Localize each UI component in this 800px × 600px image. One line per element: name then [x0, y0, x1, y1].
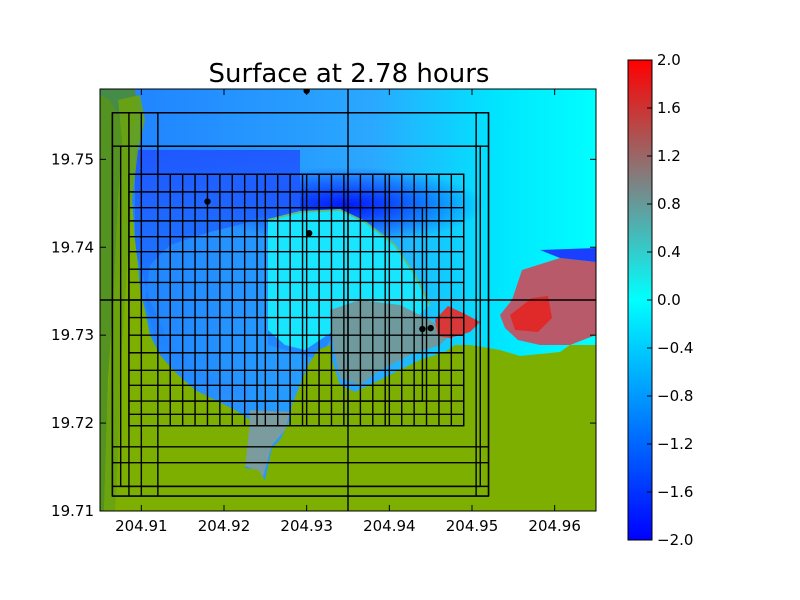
positive-surge-inlet — [435, 306, 480, 338]
x-tick-label: 204.95 — [446, 517, 499, 535]
chart-title: Surface at 2.78 hours — [209, 59, 490, 89]
colorbar-tick-label: −0.8 — [657, 387, 693, 405]
y-tick-label: 19.73 — [51, 326, 94, 344]
colorbar-tick-label: 0.0 — [657, 291, 681, 309]
patch-boundary — [119, 145, 481, 488]
x-tick-label: 204.93 — [280, 517, 333, 535]
patch-boundary — [111, 112, 490, 497]
gauge-point — [419, 325, 426, 333]
y-tick-label: 19.71 — [51, 502, 94, 520]
colorbar-ticks: 2.0 1.6 1.2 0.8 0.4 0.0 −0.4 −0.8 −1.2 −1.6 −2.0 — [647, 51, 693, 549]
patch-boundary — [169, 206, 424, 402]
y-tick-label: 19.74 — [51, 238, 94, 256]
land-south — [100, 95, 596, 511]
colorbar-tick-label: −1.6 — [657, 483, 693, 501]
colorbar-tick-label: 1.6 — [657, 99, 681, 117]
positive-surge-peak — [510, 296, 552, 332]
colorbar-tick-label: 2.0 — [657, 51, 681, 69]
y-tick-label: 19.75 — [51, 150, 94, 168]
colorbar-tick-label: −2.0 — [657, 531, 693, 549]
x-tick-label: 204.96 — [528, 517, 581, 535]
x-tick-label: 204.94 — [363, 517, 416, 535]
colorbar-tick-label: −1.2 — [657, 435, 693, 453]
colorbar: 2.0 1.6 1.2 0.8 0.4 0.0 −0.4 −0.8 −1.2 −1.6 −2.0 — [627, 51, 693, 549]
gauge-point — [305, 229, 313, 237]
gauge-point — [204, 198, 211, 205]
plot-frame — [99, 88, 597, 512]
y-tick-label: 19.72 — [51, 414, 94, 432]
island-shore — [267, 208, 431, 306]
x-axis: 204.91 204.92 204.93 204.94 204.95 204.96 — [115, 89, 581, 535]
y-axis: 19.71 19.72 19.73 19.74 19.75 — [51, 150, 596, 520]
colorbar-tick-label: 1.2 — [657, 147, 681, 165]
land-west-mid — [104, 95, 145, 511]
x-tick-label: 204.92 — [198, 517, 251, 535]
coast-right-blue — [540, 248, 596, 262]
colorbar-tick-label: 0.8 — [657, 195, 681, 213]
gauge-point — [427, 324, 434, 332]
x-tick-label: 204.91 — [115, 517, 168, 535]
colorbar-tick-label: 0.4 — [657, 243, 681, 261]
gauge-markers — [204, 89, 434, 333]
amr-grid-lines — [100, 89, 596, 511]
land-west-dark — [100, 89, 138, 511]
colorbar-tick-label: −0.4 — [657, 339, 693, 357]
